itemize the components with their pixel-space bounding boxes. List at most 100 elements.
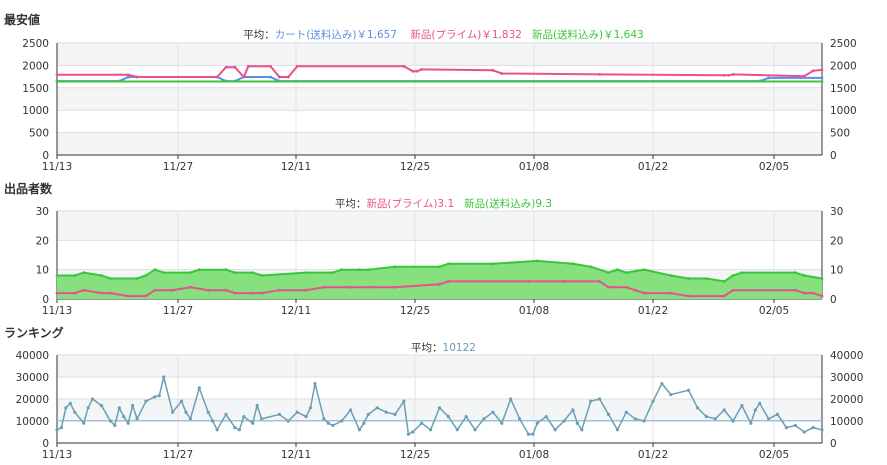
- sellers-point-prime: [598, 280, 602, 283]
- sellers-point-shipping: [446, 262, 450, 266]
- price-point-prime: [722, 73, 726, 77]
- ranking-legend: 平均：10122: [0, 340, 887, 355]
- ranking-point-ranking: [340, 419, 344, 423]
- ranking-point-ranking: [55, 428, 59, 432]
- ranking-y-tick-label-right: 20000: [830, 394, 863, 406]
- sellers-y-tick-label-right: 20: [830, 235, 843, 247]
- ranking-point-ranking: [259, 417, 264, 421]
- sellers-y-tick-label-left: 20: [36, 235, 49, 247]
- sellers-y-tick-label-left: 30: [36, 206, 49, 218]
- sellers-point-shipping: [731, 274, 735, 277]
- ranking-point-ranking: [366, 412, 370, 416]
- price-point-prime: [811, 69, 815, 73]
- ranking-point-ranking: [446, 415, 450, 419]
- sellers-point-shipping: [144, 274, 148, 277]
- sellers-point-prime: [793, 288, 797, 292]
- ranking-point-ranking: [251, 421, 255, 425]
- sellers-point-prime: [562, 280, 566, 283]
- sellers-point-shipping: [802, 274, 806, 277]
- price-legend: 平均：カート(送料込み)￥1,657 新品(プライム)￥1,832 新品(送料込…: [0, 27, 887, 42]
- ranking-point-ranking: [531, 432, 535, 436]
- ranking-legend-value[interactable]: 10122: [442, 342, 476, 354]
- ranking-point-ranking: [562, 419, 566, 423]
- sellers-point-shipping: [589, 265, 593, 269]
- sellers-point-prime: [233, 291, 237, 295]
- sellers-y-tick-label-right: 0: [830, 294, 837, 306]
- sellers-point-shipping: [491, 262, 495, 266]
- ranking-point-ranking: [482, 417, 486, 421]
- ranking-point-ranking: [304, 415, 308, 419]
- ranking-point-ranking: [509, 397, 513, 401]
- ranking-point-ranking: [308, 406, 313, 410]
- price-point-prime: [820, 68, 824, 72]
- ranking-x-tick-label: 12/11: [281, 449, 311, 461]
- ranking-x-tick-label: 11/13: [42, 449, 72, 461]
- price-band: [57, 87, 822, 111]
- price-legend-prefix: 平均：: [243, 29, 275, 41]
- ranking-chart: 0 0 10000 10000 20000 20000 30000 30000 40000 400…: [16, 350, 864, 461]
- sellers-band: [57, 211, 822, 241]
- ranking-point-ranking: [362, 421, 366, 425]
- ranking-band: [57, 355, 822, 377]
- ranking-point-ranking: [237, 428, 241, 432]
- sellers-y-tick-label-left: 10: [36, 265, 49, 277]
- ranking-point-ranking: [184, 410, 188, 414]
- ranking-point-ranking: [375, 406, 379, 410]
- price-point-prime: [727, 73, 730, 77]
- ranking-point-ranking: [64, 406, 68, 410]
- sellers-point-shipping: [393, 265, 397, 269]
- ranking-point-ranking: [429, 428, 433, 432]
- ranking-y-tick-label-left: 20000: [16, 394, 49, 406]
- price-y-tick-label-left: 0: [42, 150, 49, 162]
- price-x-tick-label: 01/22: [638, 161, 668, 173]
- ranking-point-ranking: [589, 399, 593, 403]
- sellers-point-prime: [642, 291, 646, 295]
- ranking-point-ranking: [211, 419, 215, 423]
- ranking-point-ranking: [411, 430, 415, 434]
- sellers-point-prime: [624, 285, 628, 289]
- sellers-legend-shipping[interactable]: 新品(送料込み)9.3: [464, 198, 553, 210]
- ranking-y-tick-label-right: 40000: [830, 350, 863, 362]
- sellers-chart: 0 0 10 10 20 20 30 30 11/13 11/27 12/11 12/25 01/08 0…: [36, 206, 844, 317]
- ranking-point-ranking: [406, 432, 410, 436]
- ranking-y-tick-label-left: 10000: [16, 416, 49, 428]
- price-y-tick-label-right: 2000: [830, 60, 857, 72]
- price-point-prime: [420, 68, 424, 71]
- price-legend-prime[interactable]: 新品(プライム)￥1,832: [410, 29, 522, 41]
- ranking-point-ranking: [500, 421, 504, 425]
- ranking-point-ranking: [82, 421, 86, 425]
- sellers-point-shipping: [162, 271, 166, 274]
- price-legend-shipping[interactable]: 新品(送料込み)￥1,643: [531, 29, 644, 41]
- price-point-prime: [55, 73, 59, 77]
- sellers-point-shipping: [108, 277, 112, 280]
- ranking-point-ranking: [206, 410, 210, 414]
- ranking-point-ranking: [108, 419, 112, 423]
- sellers-point-shipping: [82, 271, 86, 274]
- ranking-y-tick-label-left: 40000: [16, 350, 49, 362]
- sellers-point-prime: [687, 294, 690, 298]
- sellers-point-shipping: [704, 277, 708, 280]
- price-point-prime: [402, 64, 406, 68]
- sellers-point-shipping: [233, 271, 237, 274]
- sellers-point-shipping: [260, 274, 263, 277]
- sellers-point-shipping: [722, 280, 726, 283]
- ranking-point-ranking: [437, 406, 442, 410]
- price-y-tick-label-left: 2000: [22, 60, 49, 72]
- ranking-point-ranking: [535, 421, 539, 425]
- sellers-point-prime: [206, 288, 210, 292]
- ranking-y-tick-label-left: 0: [42, 438, 49, 450]
- ranking-point-ranking: [491, 410, 495, 414]
- price-legend-cart[interactable]: カート(送料込み)￥1,657: [274, 29, 398, 41]
- price-x-tick-label: 12/25: [400, 161, 430, 173]
- price-point-prime: [598, 72, 602, 76]
- ranking-point-ranking: [758, 401, 762, 405]
- sellers-x-tick-label: 02/05: [759, 305, 789, 317]
- ranking-point-ranking: [606, 412, 611, 416]
- sellers-legend-prime[interactable]: 新品(プライム)3.1: [366, 198, 455, 210]
- ranking-point-ranking: [722, 408, 726, 412]
- ranking-point-ranking: [740, 404, 744, 408]
- ranking-point-ranking: [384, 410, 388, 414]
- sellers-x-tick-label: 01/22: [638, 305, 668, 317]
- ranking-point-ranking: [633, 417, 637, 421]
- sellers-point-prime: [251, 291, 255, 295]
